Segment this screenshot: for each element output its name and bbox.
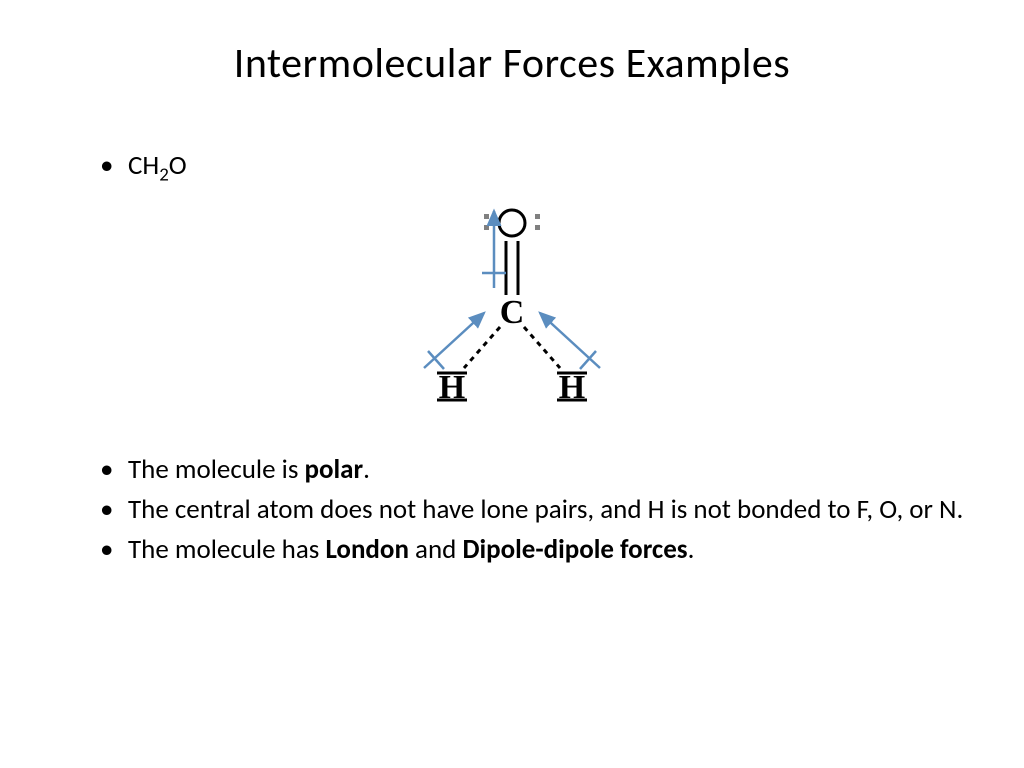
lone-pair-dot <box>535 225 540 230</box>
formula-post: O <box>169 149 187 182</box>
text: The molecule has <box>128 533 325 566</box>
slide: Intermolecular Forces Examples CH2O C H <box>0 0 1024 768</box>
atom-oxygen <box>499 210 525 236</box>
text: and <box>409 533 463 566</box>
bullet-forces: The molecule has London and Dipole-dipol… <box>100 533 964 567</box>
molecule-diagram: C H H <box>60 183 964 433</box>
bond-ch-left <box>464 327 500 368</box>
formula-sub: 2 <box>159 163 169 186</box>
formula-pre: CH <box>128 149 159 182</box>
lone-pair-dot <box>484 225 489 230</box>
bullet-list-bottom: The molecule is polar. The central atom … <box>60 453 964 566</box>
text: . <box>363 453 370 486</box>
dipole-arrow-right <box>540 313 600 368</box>
bullet-lonepairs: The central atom does not have lone pair… <box>100 493 964 527</box>
lone-pair-dot <box>535 214 540 219</box>
bullet-list-top: CH2O <box>60 149 964 187</box>
dipole-cross-right <box>580 351 596 369</box>
text-bold: polar <box>305 453 364 486</box>
text: . <box>688 533 695 566</box>
text: The molecule is <box>128 453 305 486</box>
bullet-formula: CH2O <box>100 149 964 187</box>
bullet-polar: The molecule is polar. <box>100 453 964 487</box>
molecule-svg: C H H <box>382 193 642 423</box>
bond-ch-right <box>524 327 560 368</box>
text-bold: London <box>325 533 409 566</box>
text-bold: Dipole-dipole forces <box>462 533 687 566</box>
slide-title: Intermolecular Forces Examples <box>60 38 964 89</box>
atom-carbon: C <box>500 294 525 331</box>
dipole-arrow-left <box>424 313 484 368</box>
dipole-cross-left <box>428 351 444 369</box>
lone-pair-dot <box>484 214 489 219</box>
